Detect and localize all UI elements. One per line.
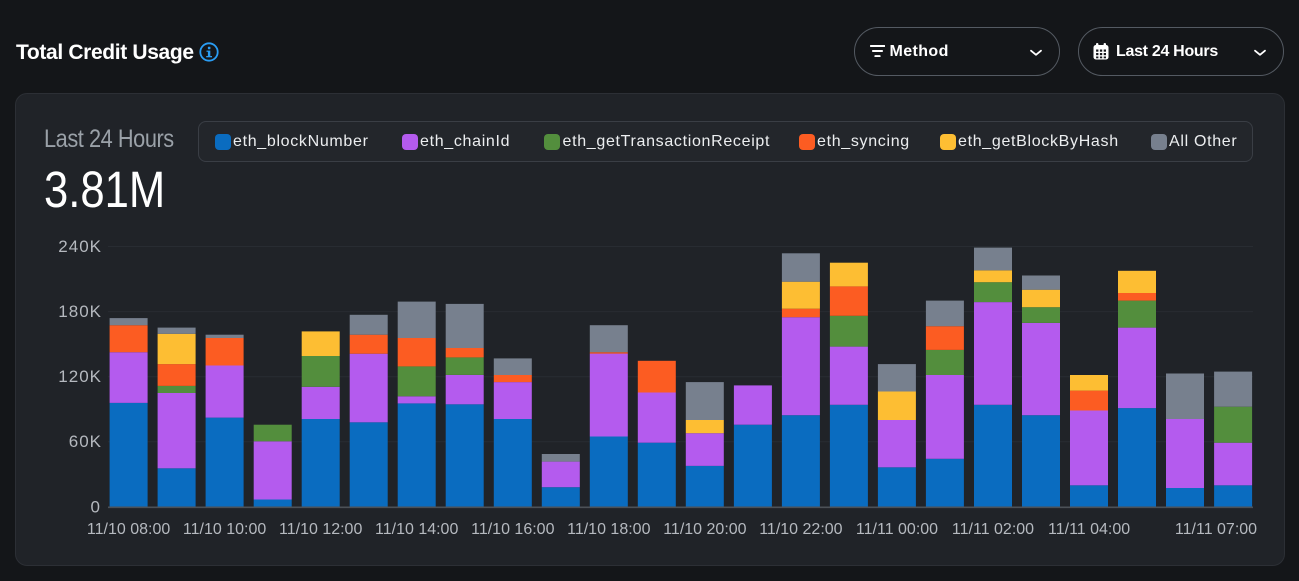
svg-text:11/10 18:00: 11/10 18:00 xyxy=(567,521,650,538)
svg-text:0: 0 xyxy=(91,498,101,517)
svg-text:11/10 14:00: 11/10 14:00 xyxy=(375,521,458,538)
svg-text:11/10 16:00: 11/10 16:00 xyxy=(471,521,554,538)
svg-text:60K: 60K xyxy=(69,432,102,451)
svg-text:11/10 08:00: 11/10 08:00 xyxy=(87,521,170,538)
svg-text:180K: 180K xyxy=(58,302,102,321)
svg-text:11/11 00:00: 11/11 00:00 xyxy=(856,521,938,538)
svg-text:240K: 240K xyxy=(58,237,102,256)
svg-text:11/11 07:00: 11/11 07:00 xyxy=(1175,521,1257,538)
svg-text:11/11 02:00: 11/11 02:00 xyxy=(952,521,1034,538)
svg-text:11/10 10:00: 11/10 10:00 xyxy=(183,521,266,538)
svg-text:11/10 22:00: 11/10 22:00 xyxy=(759,521,842,538)
svg-text:11/10 20:00: 11/10 20:00 xyxy=(663,521,746,538)
svg-text:11/10 12:00: 11/10 12:00 xyxy=(279,521,362,538)
svg-text:120K: 120K xyxy=(58,367,102,386)
svg-text:11/11 04:00: 11/11 04:00 xyxy=(1048,521,1130,538)
